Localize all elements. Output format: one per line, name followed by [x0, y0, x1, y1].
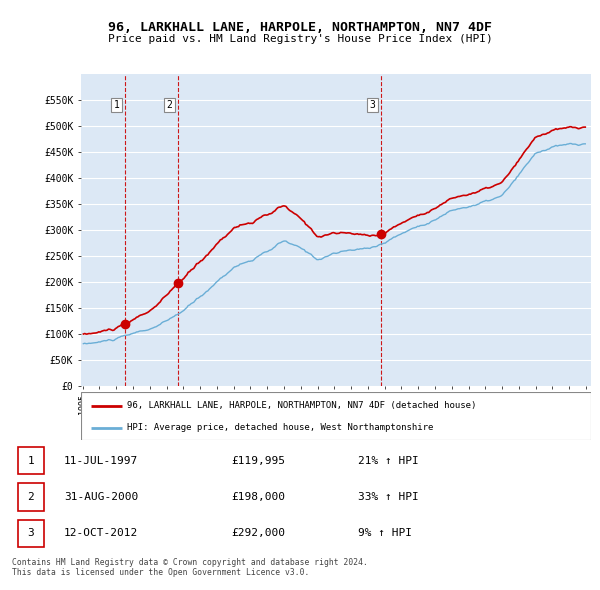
Text: HPI: Average price, detached house, West Northamptonshire: HPI: Average price, detached house, West… [127, 423, 433, 432]
Text: 96, LARKHALL LANE, HARPOLE, NORTHAMPTON, NN7 4DF (detached house): 96, LARKHALL LANE, HARPOLE, NORTHAMPTON,… [127, 401, 476, 410]
Text: Price paid vs. HM Land Registry's House Price Index (HPI): Price paid vs. HM Land Registry's House … [107, 34, 493, 44]
Text: £292,000: £292,000 [231, 529, 285, 539]
Text: 96, LARKHALL LANE, HARPOLE, NORTHAMPTON, NN7 4DF: 96, LARKHALL LANE, HARPOLE, NORTHAMPTON,… [108, 21, 492, 34]
Text: 2: 2 [28, 492, 34, 502]
Text: 12-OCT-2012: 12-OCT-2012 [64, 529, 138, 539]
Text: 11-JUL-1997: 11-JUL-1997 [64, 455, 138, 466]
Text: 3: 3 [28, 529, 34, 539]
Text: 1: 1 [114, 100, 119, 110]
Text: 33% ↑ HPI: 33% ↑ HPI [358, 492, 418, 502]
Text: Contains HM Land Registry data © Crown copyright and database right 2024.
This d: Contains HM Land Registry data © Crown c… [12, 558, 368, 577]
Text: 9% ↑ HPI: 9% ↑ HPI [358, 529, 412, 539]
Text: 31-AUG-2000: 31-AUG-2000 [64, 492, 138, 502]
FancyBboxPatch shape [18, 447, 44, 474]
FancyBboxPatch shape [18, 483, 44, 511]
Text: 2: 2 [166, 100, 172, 110]
Text: 1: 1 [28, 455, 34, 466]
Text: £198,000: £198,000 [231, 492, 285, 502]
Text: 21% ↑ HPI: 21% ↑ HPI [358, 455, 418, 466]
FancyBboxPatch shape [18, 520, 44, 547]
Text: £119,995: £119,995 [231, 455, 285, 466]
FancyBboxPatch shape [81, 392, 591, 440]
Text: 3: 3 [370, 100, 376, 110]
